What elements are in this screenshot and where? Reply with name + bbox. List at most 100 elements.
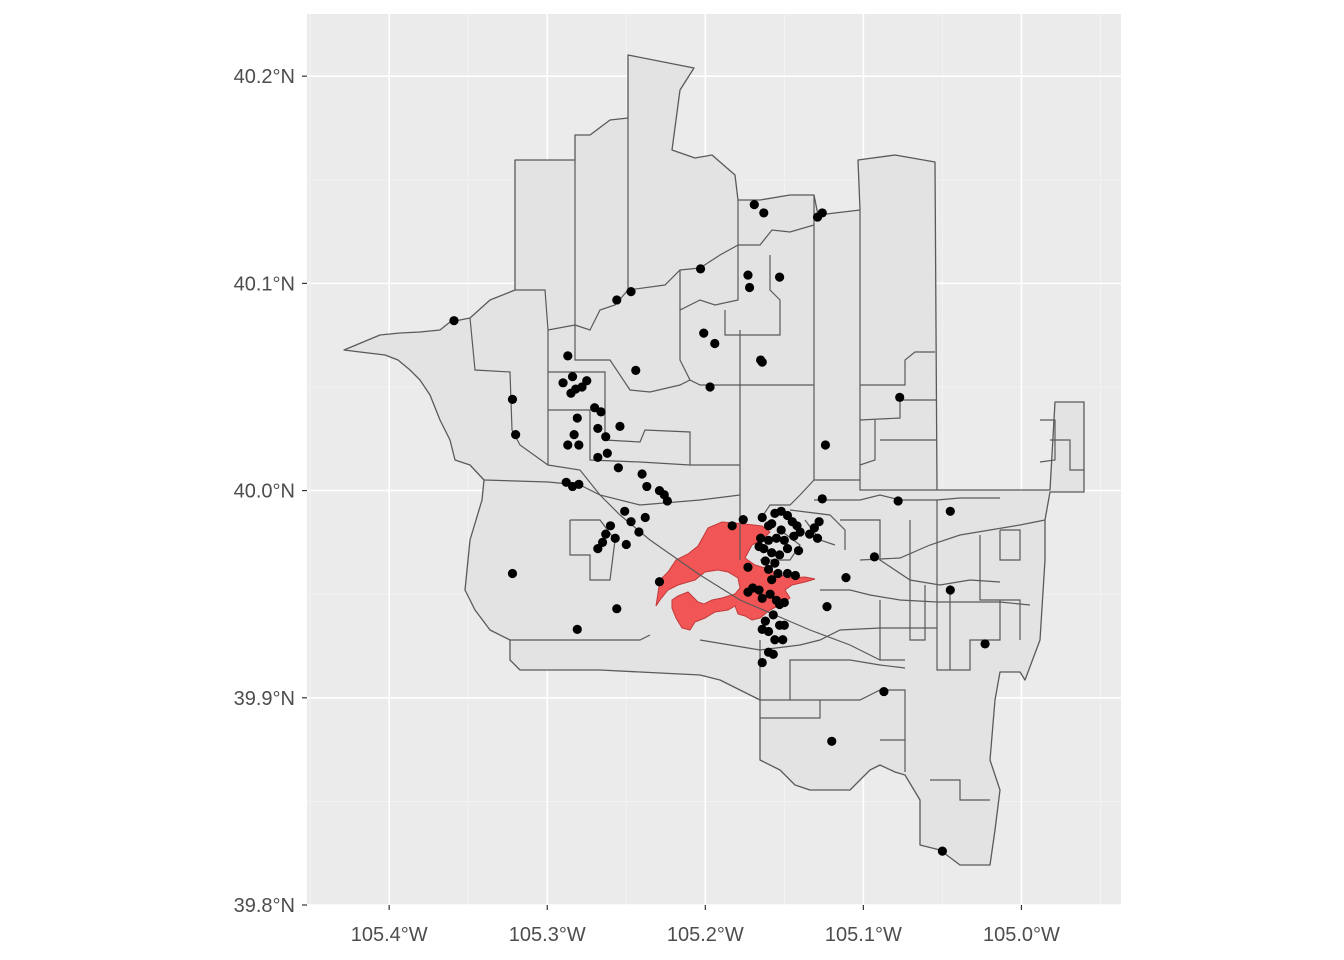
incident-point bbox=[695, 264, 706, 274]
incident-point bbox=[602, 448, 612, 458]
incident-point bbox=[574, 440, 584, 450]
tract-boundary bbox=[859, 210, 937, 491]
incident-point bbox=[699, 328, 709, 338]
incident-point bbox=[593, 544, 603, 554]
incident-point bbox=[820, 440, 831, 450]
incident-point bbox=[738, 514, 748, 525]
incident-point bbox=[662, 496, 672, 506]
tract-boundary bbox=[909, 520, 926, 641]
incident-point bbox=[817, 208, 827, 218]
incident-point bbox=[767, 519, 777, 529]
incident-point bbox=[774, 550, 785, 560]
incident-point bbox=[793, 546, 804, 556]
incident-point bbox=[626, 287, 636, 297]
incident-point bbox=[809, 523, 819, 533]
incident-point bbox=[774, 599, 785, 610]
incident-point bbox=[779, 620, 789, 630]
incident-point bbox=[743, 270, 753, 280]
tract-boundary bbox=[999, 529, 1021, 561]
tract-boundary bbox=[1050, 439, 1084, 471]
incident-point bbox=[805, 529, 815, 539]
tract-boundary bbox=[569, 519, 616, 581]
incident-point bbox=[771, 533, 782, 543]
incident-point bbox=[637, 469, 647, 479]
incident-point bbox=[567, 372, 578, 382]
tract-boundary bbox=[759, 640, 906, 701]
incident-point bbox=[654, 577, 665, 587]
tract-boundary bbox=[859, 399, 937, 421]
incident-point bbox=[511, 430, 521, 440]
incident-point bbox=[743, 587, 753, 597]
incident-point bbox=[710, 338, 720, 349]
incident-point bbox=[569, 430, 579, 440]
incident-point bbox=[727, 521, 737, 531]
incident-point bbox=[566, 388, 576, 398]
incident-point bbox=[613, 463, 623, 473]
tract-boundary bbox=[679, 245, 739, 311]
incident-point bbox=[770, 558, 780, 568]
incident-point bbox=[449, 316, 459, 326]
y-tick-label: 40.0°N bbox=[234, 481, 295, 503]
incident-point bbox=[778, 635, 788, 645]
incident-point bbox=[763, 626, 774, 637]
incident-point bbox=[612, 295, 622, 305]
incident-point bbox=[601, 432, 611, 442]
incident-point bbox=[817, 494, 827, 504]
incident-point bbox=[626, 517, 636, 527]
tract-boundary bbox=[574, 118, 629, 331]
tract-boundary bbox=[759, 479, 815, 521]
incident-point bbox=[572, 624, 582, 635]
incident-point bbox=[621, 539, 631, 550]
incident-point bbox=[756, 355, 766, 365]
incident-point bbox=[634, 527, 644, 537]
incident-point bbox=[779, 535, 789, 545]
incident-point bbox=[841, 573, 851, 583]
incident-point bbox=[980, 639, 990, 649]
tract-boundary bbox=[1039, 419, 1056, 463]
incident-point bbox=[756, 533, 766, 543]
incident-points bbox=[449, 200, 990, 856]
tract-boundary bbox=[879, 600, 905, 661]
incident-point bbox=[763, 535, 774, 545]
incident-point bbox=[593, 423, 603, 434]
incident-point bbox=[631, 365, 641, 375]
incident-point bbox=[774, 272, 785, 282]
incident-point bbox=[767, 575, 777, 585]
incident-point bbox=[563, 440, 573, 450]
tract-boundary bbox=[760, 700, 821, 719]
incident-point bbox=[814, 517, 824, 527]
incident-point bbox=[507, 568, 518, 579]
incident-point bbox=[822, 602, 832, 612]
x-tick-label: 105.2°W bbox=[667, 924, 744, 946]
tract-boundary bbox=[574, 325, 691, 393]
incident-point bbox=[770, 635, 780, 645]
incident-point bbox=[757, 512, 767, 523]
tract-boundary bbox=[724, 255, 781, 336]
x-tick-label: 105.3°W bbox=[509, 924, 586, 946]
incident-point bbox=[789, 531, 799, 541]
incident-point bbox=[782, 510, 793, 521]
tract-boundary bbox=[859, 519, 1046, 561]
tract-boundary bbox=[548, 371, 691, 465]
incident-point bbox=[782, 568, 793, 579]
incident-point bbox=[610, 533, 620, 543]
incident-point bbox=[767, 548, 777, 558]
incident-point bbox=[593, 452, 603, 463]
tract-boundary bbox=[880, 739, 906, 772]
incident-point bbox=[757, 657, 767, 668]
tract-boundary bbox=[979, 535, 1021, 640]
y-tick-label: 39.9°N bbox=[234, 688, 295, 710]
incident-point bbox=[642, 481, 652, 492]
incident-point bbox=[759, 208, 769, 218]
incident-point bbox=[558, 378, 568, 388]
tract-boundary bbox=[789, 509, 846, 550]
incident-point bbox=[768, 649, 778, 659]
incident-point bbox=[895, 392, 905, 402]
incident-point bbox=[757, 593, 767, 603]
incident-point bbox=[945, 585, 955, 595]
incident-point bbox=[572, 413, 582, 423]
incident-point bbox=[640, 512, 650, 523]
incident-point bbox=[574, 479, 584, 489]
y-tick-label: 40.1°N bbox=[234, 273, 295, 295]
